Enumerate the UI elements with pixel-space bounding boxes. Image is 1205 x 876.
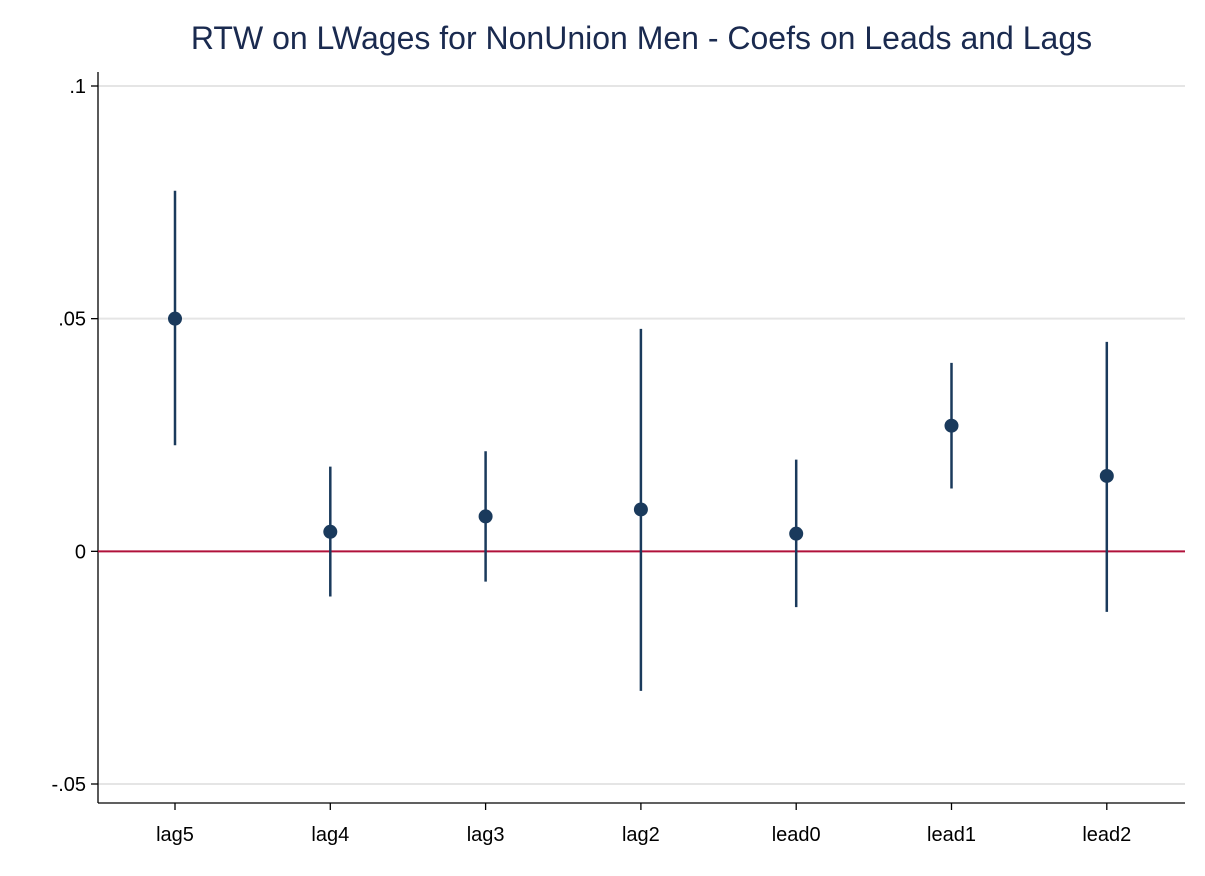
point-estimate [633,502,648,517]
y-tick-label: .05 [58,309,86,331]
y-tick-label: -.05 [52,774,86,796]
x-tick-label: lag3 [467,824,505,846]
point-estimate [944,418,959,433]
x-tick-label: lag5 [156,824,194,846]
x-tick-label: lead0 [772,824,821,846]
point-estimate [789,526,804,541]
point-estimate [323,524,338,539]
point-estimate [168,311,182,326]
chart-title: RTW on LWages for NonUnion Men - Coefs o… [190,20,1093,56]
y-tick-label: .1 [69,76,86,98]
x-tick-label: lead1 [927,824,976,846]
y-tick-label: 0 [75,541,86,563]
point-estimate [1099,468,1114,483]
x-tick-label: lead2 [1082,824,1131,846]
x-tick-label: lag4 [311,824,349,846]
x-tick-label: lag2 [622,824,660,846]
point-estimate [478,509,493,524]
